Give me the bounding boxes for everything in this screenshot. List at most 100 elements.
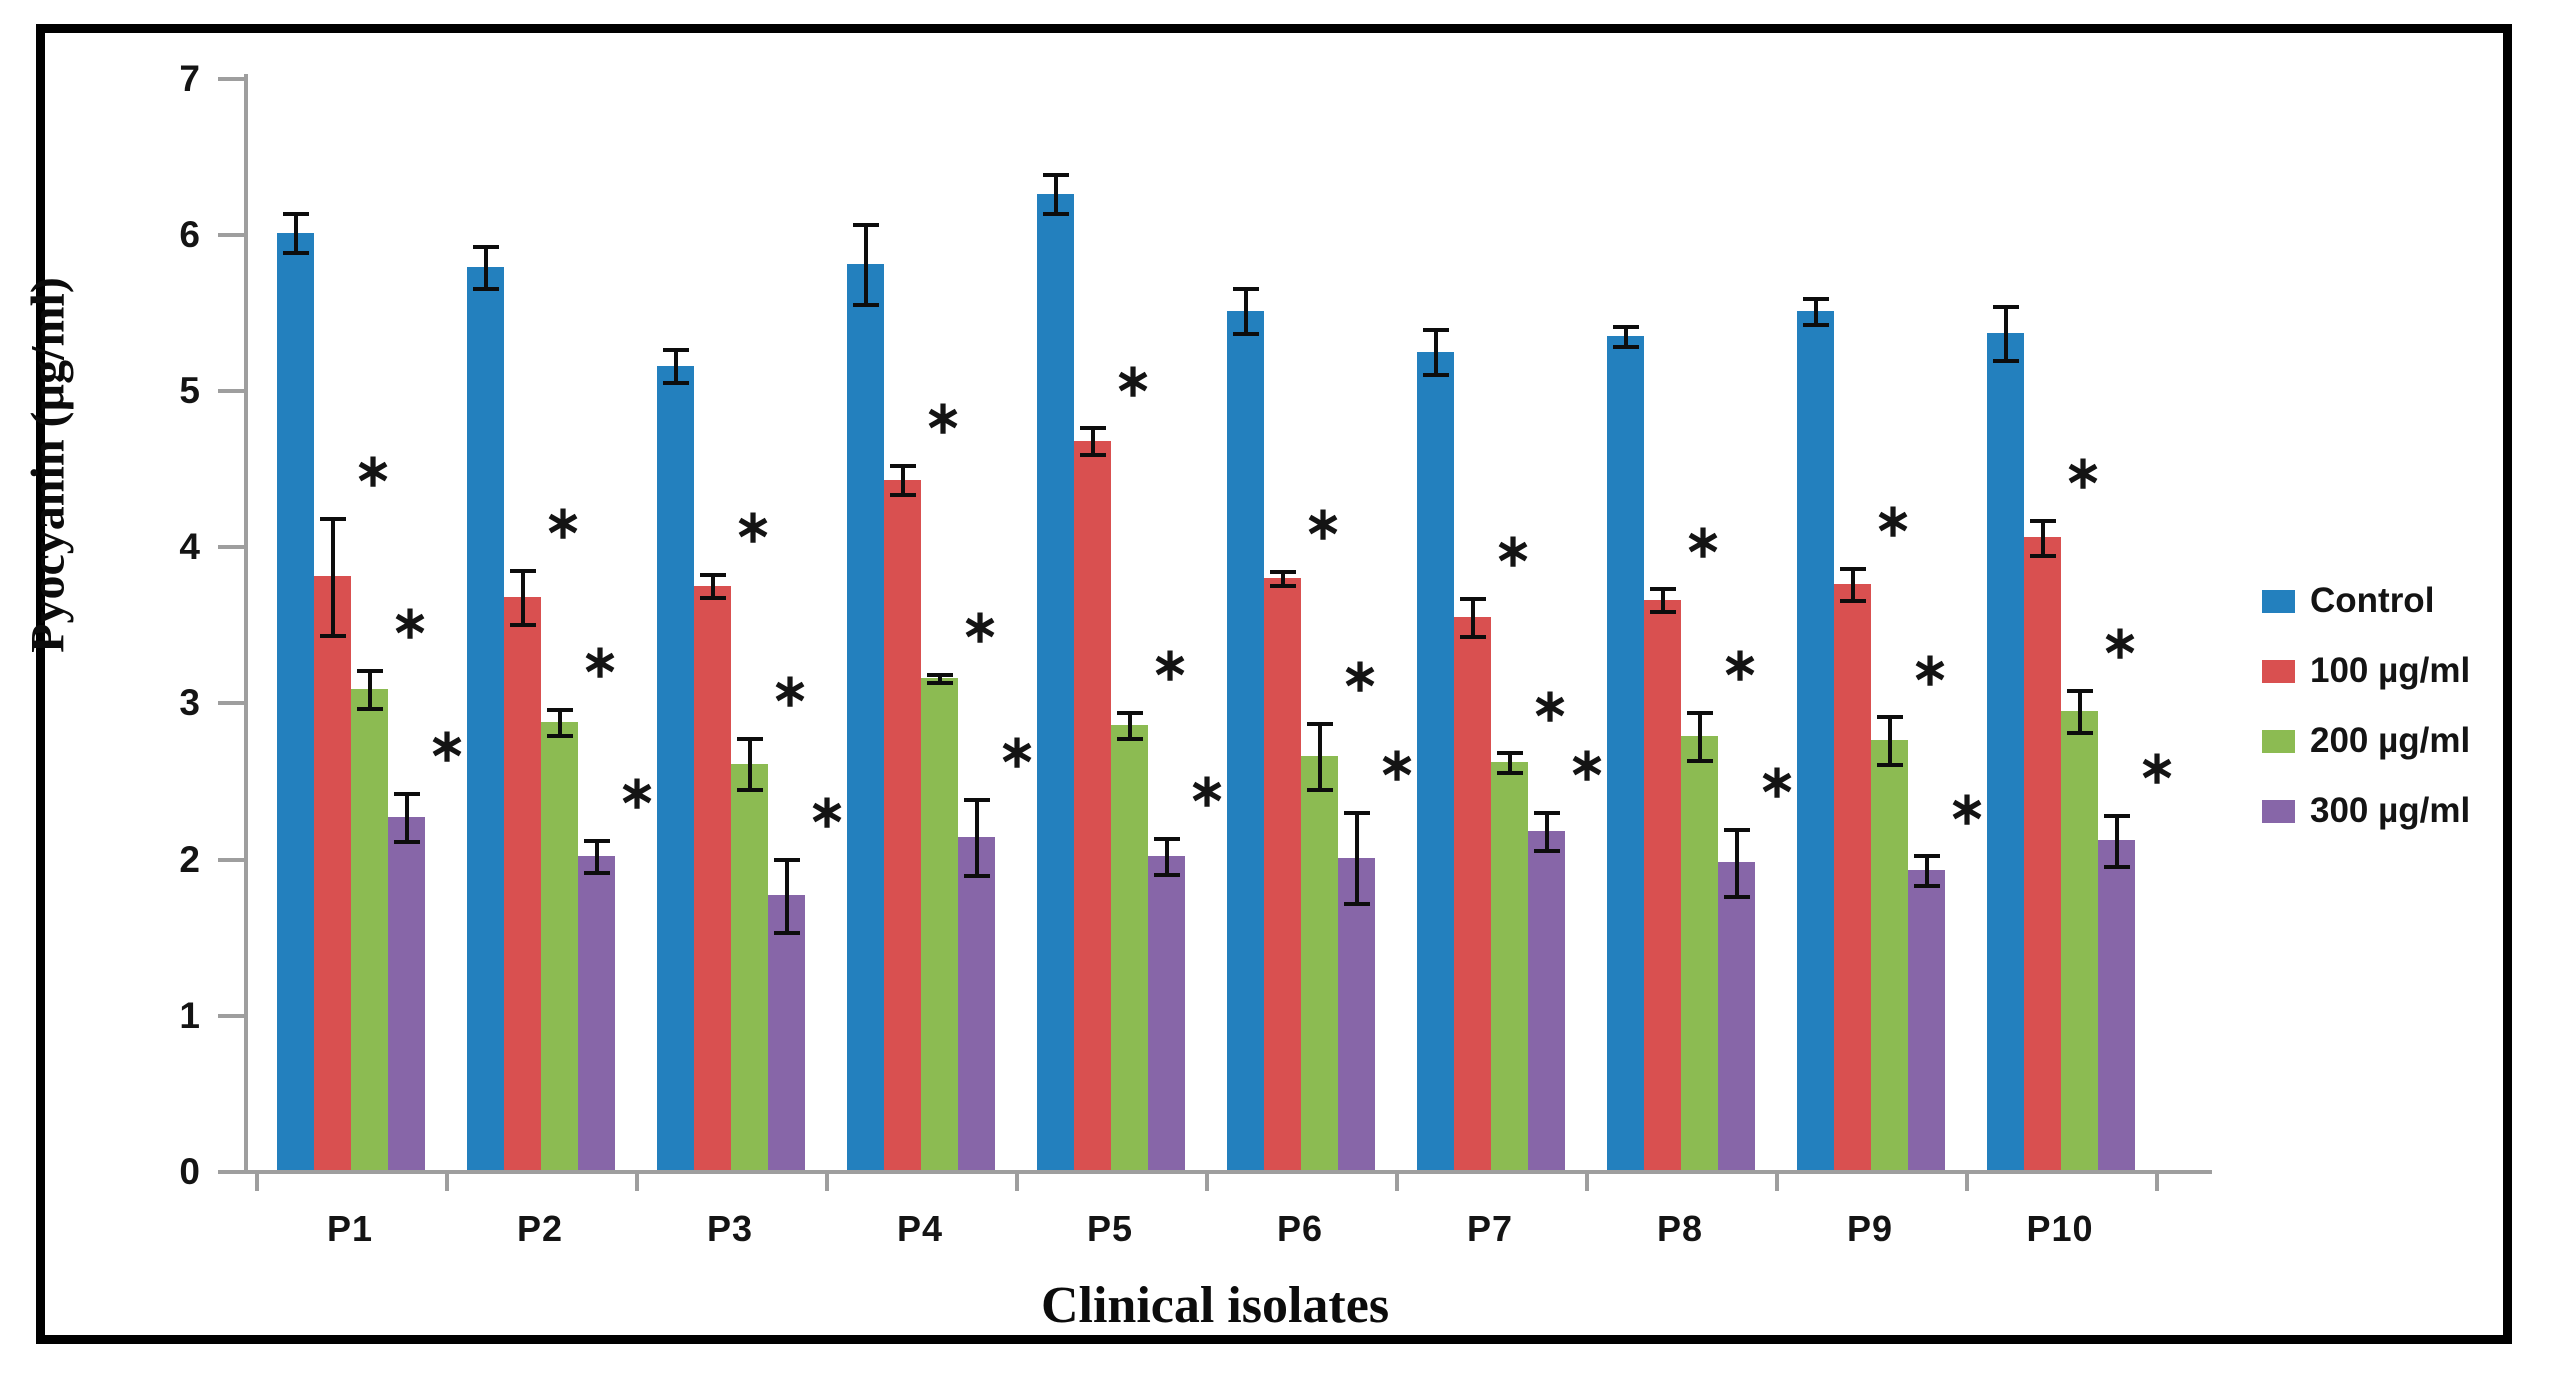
category-tick <box>1015 1174 1019 1191</box>
bar-300µg/ml-P3 <box>768 895 805 1170</box>
category-tick <box>445 1174 449 1191</box>
error-bar-cap-bottom <box>1533 849 1560 854</box>
error-bar-cap-top <box>393 791 420 796</box>
error-bar <box>974 798 979 877</box>
error-bar <box>594 838 599 874</box>
bar-300µg/ml-P4 <box>958 837 995 1170</box>
x-axis-line <box>218 1170 2212 1174</box>
error-bar-cap-bottom <box>1496 771 1523 776</box>
error-bar-cap-bottom <box>282 251 309 256</box>
bar-300µg/ml-P5 <box>1148 856 1185 1170</box>
error-bar-cap-bottom <box>889 493 916 498</box>
bar-300µg/ml-P1 <box>388 816 425 1170</box>
error-bar <box>900 463 905 496</box>
bar-Control-P10 <box>1987 332 2024 1170</box>
error-bar-cap-bottom <box>1876 763 1903 768</box>
legend: Control 100 µg/ml 200 µg/ml 300 µg/ml <box>2262 566 2470 846</box>
error-bar-cap-top <box>699 573 726 578</box>
bar-200µg/ml-P5 <box>1111 724 1148 1170</box>
error-bar-cap-bottom <box>1153 872 1180 877</box>
bar-100µg/ml-P10 <box>2024 537 2061 1170</box>
error-bar-cap-bottom <box>1913 883 1940 888</box>
error-bar <box>673 348 678 383</box>
error-bar-cap-bottom <box>2103 864 2130 869</box>
legend-label: 200 µg/ml <box>2310 721 2471 760</box>
x-axis-title: Clinical isolates <box>1040 1277 1390 1334</box>
bar-Control-P2 <box>467 267 504 1170</box>
error-bar <box>1090 426 1095 455</box>
error-bar-cap-bottom <box>583 871 610 876</box>
error-bar-cap-top <box>1723 827 1750 832</box>
bar-300µg/ml-P10 <box>2098 840 2135 1170</box>
legend-entry: 200 µg/ml <box>2262 706 2470 776</box>
error-bar-cap-bottom <box>393 839 420 844</box>
error-bar <box>1924 854 1929 886</box>
bar-300µg/ml-P7 <box>1528 831 1565 1170</box>
y-axis-tick <box>218 545 244 550</box>
legend-entry: Control <box>2262 566 2470 636</box>
bar-100µg/ml-P1 <box>314 576 351 1170</box>
error-bar-cap-bottom <box>2066 730 2093 735</box>
bar-Control-P9 <box>1797 310 1834 1170</box>
error-bar-cap-top <box>852 223 879 228</box>
error-bar <box>1623 324 1628 347</box>
error-bar <box>2114 813 2119 867</box>
error-bar-cap-bottom <box>1459 635 1486 640</box>
bar-100µg/ml-P7 <box>1454 617 1491 1170</box>
error-bar-cap-bottom <box>1306 788 1333 793</box>
error-bar-cap-top <box>356 668 383 673</box>
error-bar <box>1544 810 1549 852</box>
error-bar-cap-top <box>1496 751 1523 756</box>
error-bar-cap-bottom <box>926 680 953 685</box>
error-bar-cap-bottom <box>1232 332 1259 337</box>
error-bar-cap-top <box>1839 567 1866 572</box>
bar-Control-P8 <box>1607 335 1644 1170</box>
bar-Control-P1 <box>277 232 314 1170</box>
error-bar-cap-bottom <box>1343 902 1370 907</box>
y-tick-label: 5 <box>179 370 200 411</box>
bar-Control-P6 <box>1227 310 1264 1170</box>
error-bar-cap-top <box>509 568 536 573</box>
y-tick-label: 4 <box>179 526 200 568</box>
bar-200µg/ml-P8 <box>1681 735 1718 1170</box>
y-tick-label: 6 <box>179 213 200 255</box>
legend-label: 300 µg/ml <box>2310 791 2471 830</box>
error-bar <box>1164 837 1169 875</box>
error-bar <box>1470 596 1475 638</box>
bar-200µg/ml-P10 <box>2061 710 2098 1170</box>
y-axis-tick <box>218 1170 244 1174</box>
legend-entry: 100 µg/ml <box>2262 636 2470 706</box>
y-axis-tick <box>218 389 244 393</box>
error-bar-cap-top <box>662 348 689 353</box>
error-bar-cap-bottom <box>1839 599 1866 604</box>
y-tick-label: 0 <box>179 1151 200 1192</box>
error-bar-cap-top <box>546 707 573 712</box>
error-bar-cap-top <box>472 245 499 250</box>
error-bar-cap-top <box>1992 304 2019 309</box>
error-bar-cap-bottom <box>509 622 536 627</box>
error-bar-cap-bottom <box>1612 344 1639 349</box>
error-bar <box>1243 287 1248 335</box>
error-bar-cap-bottom <box>319 633 346 638</box>
bar-300µg/ml-P6 <box>1338 857 1375 1170</box>
error-bar-cap-top <box>1079 426 1106 431</box>
category-tick <box>1775 1174 1779 1191</box>
error-bar-cap-bottom <box>356 707 383 712</box>
category-label-P2: P2 <box>516 1208 564 1249</box>
error-bar <box>1507 751 1512 774</box>
error-bar-cap-bottom <box>773 930 800 935</box>
error-bar <box>1660 587 1665 613</box>
error-bar-cap-bottom <box>852 302 879 307</box>
error-bar-cap-top <box>1802 296 1829 301</box>
category-label-P9: P9 <box>1846 1208 1894 1249</box>
error-bar <box>330 517 335 636</box>
category-tick <box>1395 1174 1399 1191</box>
error-bar <box>2040 518 2045 557</box>
legend-label: 100 µg/ml <box>2310 651 2471 690</box>
error-bar <box>1697 710 1702 761</box>
error-bar-cap-top <box>1269 570 1296 575</box>
error-bar-cap-bottom <box>546 733 573 738</box>
error-bar-cap-top <box>1612 324 1639 329</box>
error-bar <box>937 673 942 683</box>
